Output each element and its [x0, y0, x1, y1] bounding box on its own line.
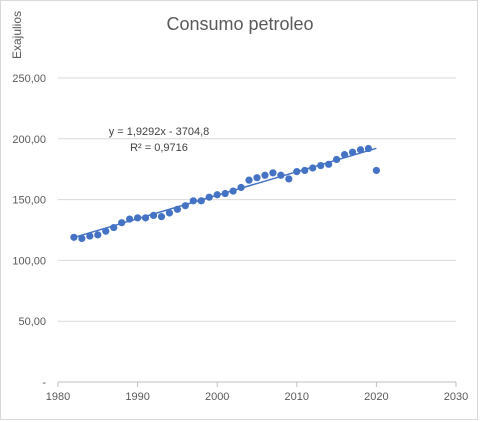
data-point — [221, 189, 229, 198]
gridlines — [58, 77, 456, 322]
data-point — [356, 146, 365, 154]
y-tick-label: - — [42, 377, 46, 389]
data-point — [189, 197, 197, 205]
x-tick-label: 2000 — [205, 391, 229, 403]
data-point — [253, 174, 261, 182]
data-point — [229, 187, 237, 195]
data-point — [285, 175, 293, 183]
data-point — [141, 214, 150, 222]
data-point — [94, 231, 102, 239]
x-tick-label: 2030 — [444, 391, 468, 403]
y-axis-title: Exajulios — [10, 11, 24, 59]
data-point — [70, 233, 78, 241]
data-point — [157, 213, 166, 221]
trendline-equation: y = 1,9292x - 3704,8 — [109, 126, 210, 138]
data-point — [126, 215, 134, 223]
data-point — [348, 148, 357, 156]
chart-title: Consumo petroleo — [166, 14, 313, 34]
data-point — [301, 166, 309, 175]
data-point — [245, 176, 253, 184]
data-point — [364, 144, 373, 153]
x-tick-label: 2020 — [364, 391, 388, 403]
data-point — [237, 183, 245, 192]
data-point — [309, 164, 317, 172]
y-tick-label: 200,00 — [12, 134, 46, 146]
data-point — [78, 234, 86, 243]
tick-labels: - 50,00 100,00 150,00 200,00 250,00 1980 1990 20… — [12, 73, 468, 403]
data-point — [205, 193, 213, 201]
data-point — [261, 171, 269, 179]
data-point — [213, 191, 221, 199]
data-point — [118, 219, 126, 227]
data-point — [325, 160, 333, 168]
chart-frame: Consumo petroleo Exajulios - 50,00 100,00 1… — [0, 0, 478, 420]
data-point — [372, 166, 380, 175]
y-tick-label: 100,00 — [12, 255, 46, 267]
axes — [57, 381, 457, 387]
x-tick-label: 1980 — [46, 391, 70, 403]
x-tick-label: 1990 — [125, 391, 149, 403]
trendline-r-squared: R² = 0,9716 — [130, 142, 188, 154]
y-tick-label: 250,00 — [12, 73, 46, 85]
y-tick-label: 150,00 — [12, 195, 46, 207]
chart-svg: Consumo petroleo Exajulios - 50,00 100,00 1… — [10, 11, 468, 403]
data-point — [277, 171, 285, 179]
x-tick-label: 2010 — [285, 391, 309, 403]
data-point — [197, 197, 205, 205]
data-points — [70, 144, 380, 243]
data-point — [110, 223, 118, 232]
data-point — [149, 211, 158, 220]
data-point — [86, 232, 94, 240]
data-point — [165, 209, 174, 217]
data-point — [181, 202, 189, 210]
data-point — [269, 169, 277, 177]
y-tick-label: 50,00 — [18, 316, 46, 328]
data-point — [333, 155, 341, 164]
data-point — [317, 161, 325, 170]
data-point — [173, 205, 181, 213]
data-point — [293, 168, 301, 176]
data-point — [340, 151, 349, 159]
data-point — [134, 214, 142, 222]
data-point — [102, 227, 110, 235]
